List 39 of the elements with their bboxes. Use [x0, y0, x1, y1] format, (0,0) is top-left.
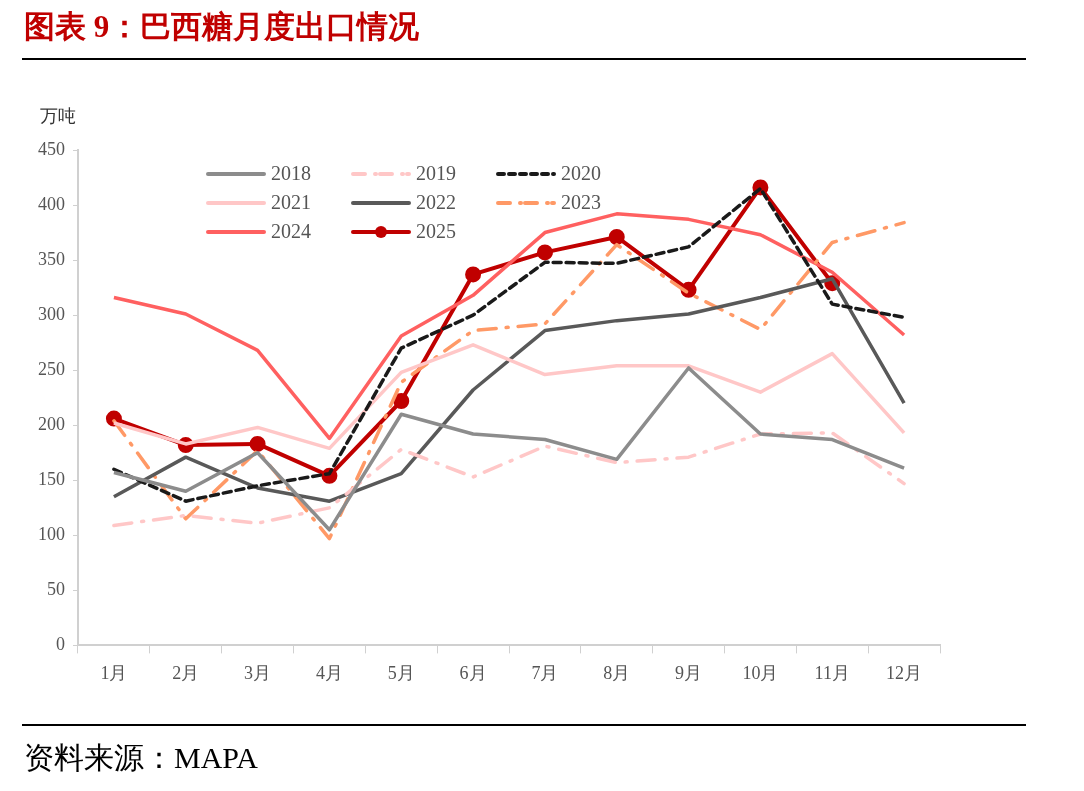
y-tick-label: 300	[38, 303, 65, 324]
x-tick-label: 9月	[675, 662, 703, 683]
x-tick-label: 11月	[814, 662, 850, 683]
x-tick-label: 4月	[315, 662, 343, 683]
legend-label: 2024	[271, 220, 311, 243]
x-tick-label: 12月	[886, 662, 923, 683]
legend-label: 2025	[416, 220, 456, 243]
legend-label: 2019	[416, 162, 456, 185]
point	[465, 266, 482, 283]
point	[536, 244, 553, 261]
point	[249, 435, 266, 452]
y-tick-label: 50	[47, 579, 65, 600]
text: 资料来源：MAPA	[24, 740, 258, 776]
y-axis-title: 万吨	[40, 106, 76, 126]
point	[393, 393, 410, 409]
x-tick-label: 6月	[459, 662, 487, 683]
x-tick-label: 2月	[172, 662, 200, 683]
y-tick-label: 100	[38, 524, 65, 545]
y-tick-label: 400	[38, 193, 65, 214]
y-tick-label: 350	[38, 248, 65, 269]
x-tick-label: 1月	[100, 662, 128, 683]
x-tick-label: 8月	[603, 662, 631, 683]
x-tick-label: 3月	[244, 662, 272, 683]
legend-label: 2022	[416, 191, 456, 214]
legend-label: 2021	[271, 191, 311, 214]
x-tick-label: 7月	[531, 662, 559, 683]
legend-label: 2023	[561, 191, 601, 214]
x-tick-label: 10月	[742, 662, 779, 683]
line-series	[112, 431, 906, 528]
y-tick-label: 450	[38, 138, 65, 159]
y-tick-label: 0	[56, 634, 65, 655]
y-tick-label: 250	[38, 358, 65, 379]
y-tick-label: 150	[38, 469, 65, 489]
y-tick-label: 200	[38, 413, 65, 434]
x-tick-label: 5月	[387, 662, 415, 683]
point	[608, 228, 625, 245]
chart-title: 图表 9：巴西糖月度出口情况	[24, 8, 420, 46]
legend-label: 2018	[271, 162, 311, 185]
legend-label: 2020	[561, 162, 601, 185]
